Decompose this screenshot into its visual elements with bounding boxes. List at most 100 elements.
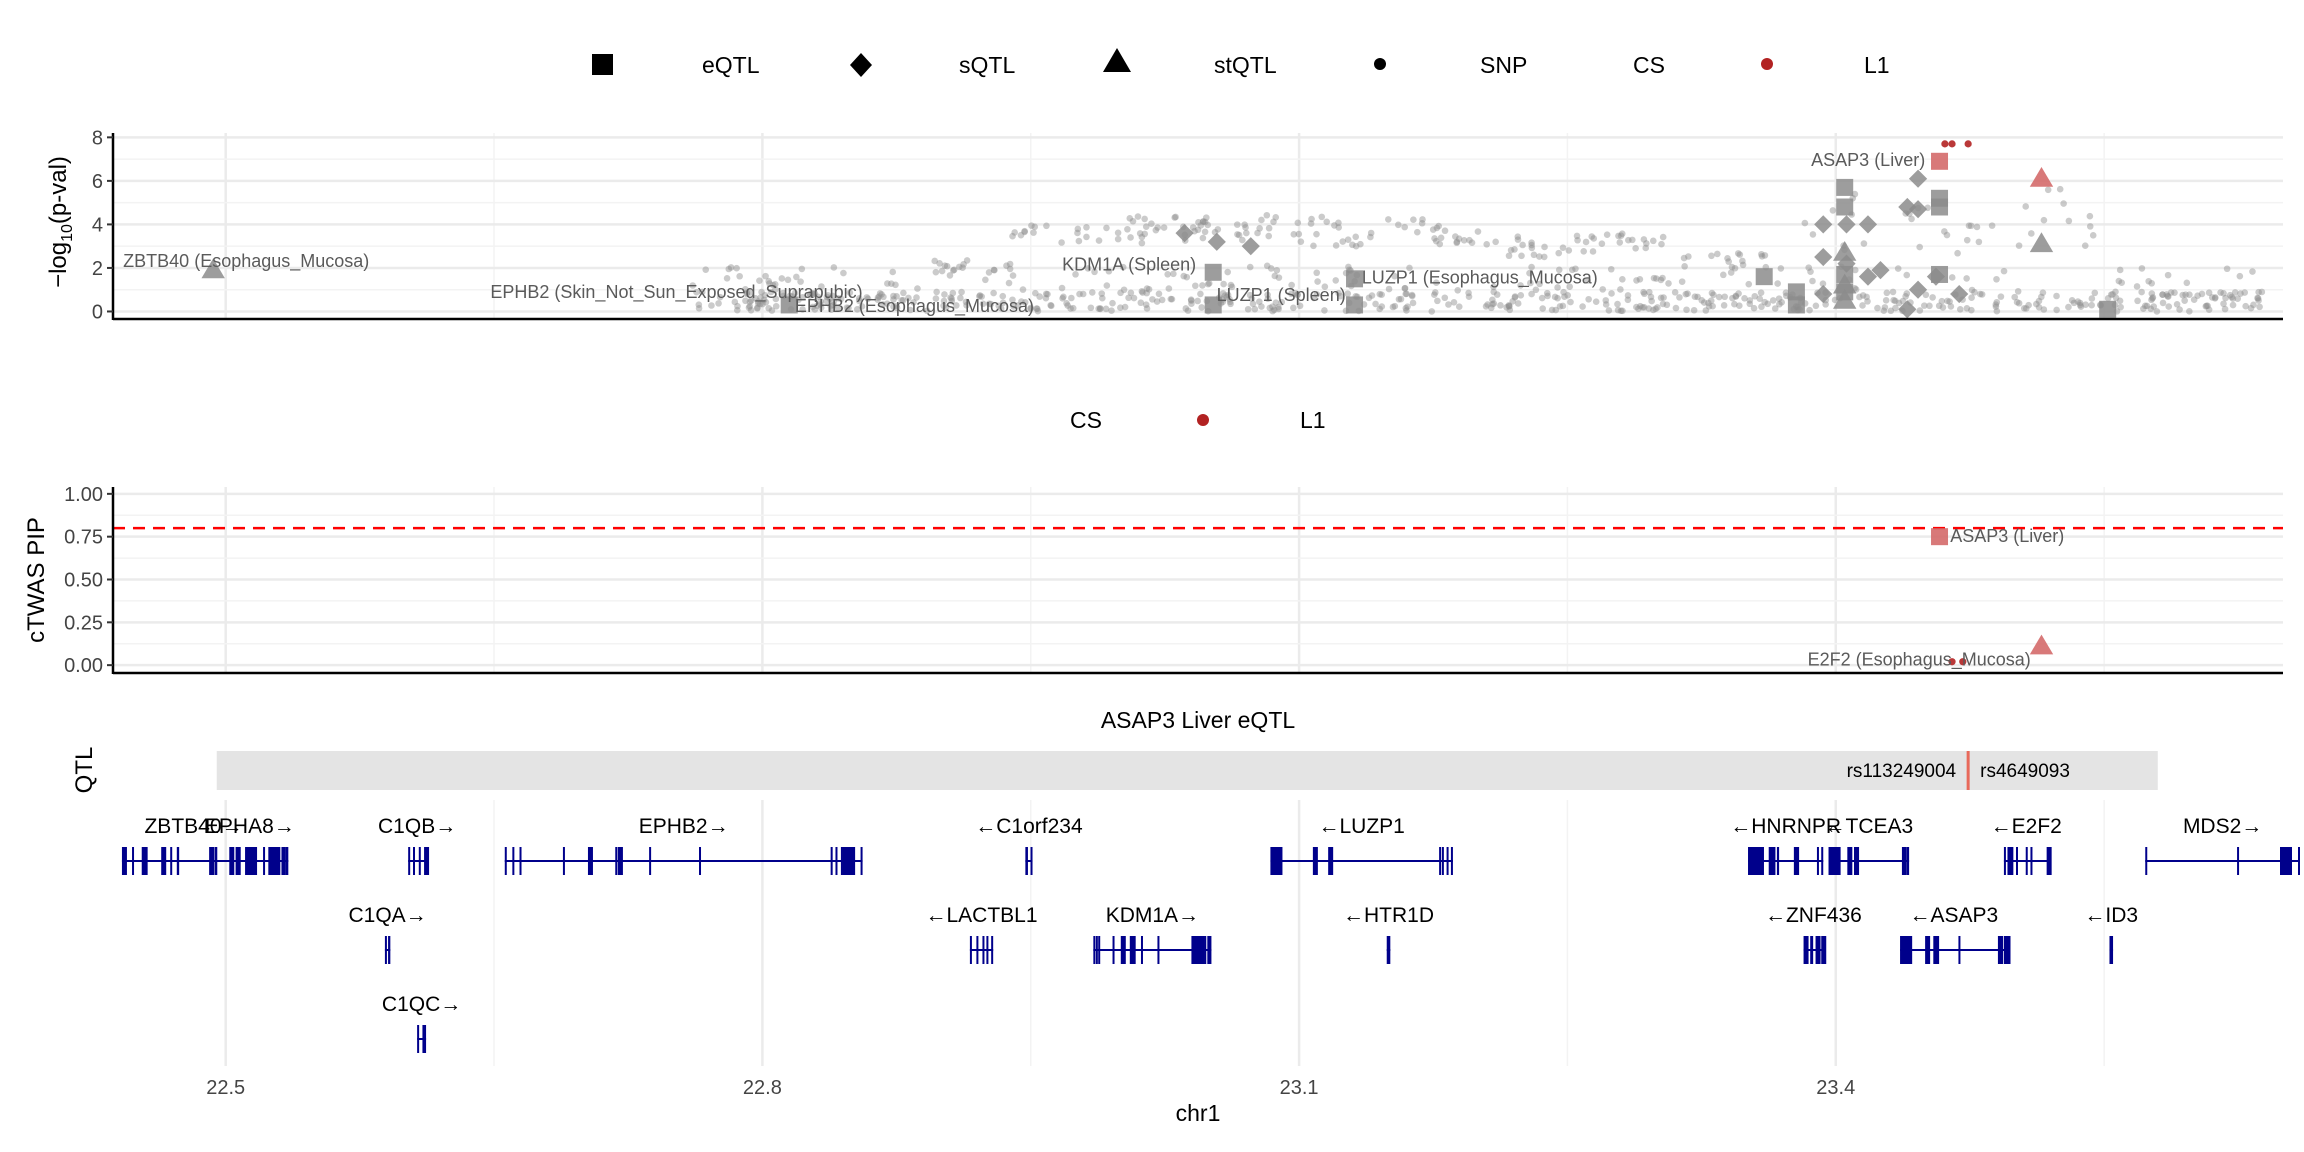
gene-track-grid xyxy=(224,800,2105,1066)
snp-point xyxy=(1404,303,1411,310)
snp-point xyxy=(1616,239,1624,246)
snp-point xyxy=(1256,225,1263,232)
snp-point xyxy=(1708,252,1715,260)
eqtl-square-point xyxy=(1836,198,1854,216)
gene-exon xyxy=(1441,847,1444,875)
gene-label: ←TCEA3 xyxy=(1825,815,1914,838)
snp-point xyxy=(1967,222,1975,230)
snp-point xyxy=(742,297,749,305)
snp-point xyxy=(1658,240,1665,248)
snp-point xyxy=(2194,292,2201,299)
snp-point xyxy=(745,304,753,311)
snp-point xyxy=(1505,252,1513,260)
snp-point xyxy=(1672,304,1680,312)
snp-point xyxy=(1143,289,1150,297)
gene-exon xyxy=(1925,936,1931,964)
snp-point xyxy=(1943,231,1951,239)
snp-point xyxy=(1455,303,1463,310)
snp-point xyxy=(1725,258,1732,265)
gene-exon xyxy=(235,847,238,875)
snp-point xyxy=(784,276,792,284)
snp-point xyxy=(1963,236,1971,244)
snp-point xyxy=(1903,290,1911,297)
snp-point xyxy=(933,288,940,296)
snp-point xyxy=(1874,304,1881,312)
snp-point xyxy=(855,297,863,305)
snp-point xyxy=(2109,291,2116,298)
y-tick-label: 0 xyxy=(92,301,103,323)
snp-point xyxy=(1184,307,1192,314)
snp-point xyxy=(1506,302,1513,310)
snp-point xyxy=(1887,307,1895,315)
snp-point xyxy=(731,298,739,306)
snp-point xyxy=(1357,240,1364,248)
snp-point xyxy=(748,297,755,304)
gene-exon xyxy=(1901,847,1904,875)
snp-point xyxy=(1192,282,1199,290)
snp-point xyxy=(1997,293,2005,300)
snp-point xyxy=(2150,303,2158,310)
snp-point xyxy=(1406,264,1413,272)
snp-point xyxy=(1419,216,1426,223)
snp-point xyxy=(950,266,958,274)
gene-exon-cluster xyxy=(1900,936,1913,964)
snp-point xyxy=(2038,293,2045,301)
snp-point xyxy=(2173,300,2181,308)
snp-point xyxy=(1526,269,1533,277)
snp-point xyxy=(1048,302,1055,310)
gene-exon xyxy=(860,847,863,875)
point-annotation: E2F2 (Esophagus_Mucosa) xyxy=(1808,649,2031,670)
snp-point xyxy=(1992,301,2000,308)
pval-annotations: ZBTB40 (Esophagus_Mucosa) EPHB2 (Skin_Not… xyxy=(123,150,1925,317)
snp-point xyxy=(1602,301,1610,308)
snp-point xyxy=(754,305,761,312)
sqtl-diamond-point xyxy=(1926,267,1946,286)
snp-point xyxy=(1714,250,1721,258)
snp-point xyxy=(1047,301,1054,309)
snp-point xyxy=(1859,292,1867,299)
snp-point xyxy=(1541,243,1548,251)
snp-point xyxy=(1807,268,1814,275)
snp-point xyxy=(1127,234,1134,241)
snp-point xyxy=(1278,298,1286,306)
snp-point xyxy=(1431,291,1438,298)
snp-point xyxy=(2117,303,2124,311)
snp-point xyxy=(1509,298,1516,305)
snp-point xyxy=(1323,218,1331,226)
gene-exon xyxy=(176,847,179,875)
snp-point xyxy=(791,289,799,297)
gene-exon xyxy=(1997,936,2000,964)
gene-exon xyxy=(835,847,838,875)
snp-point xyxy=(1466,236,1473,244)
snp-point xyxy=(1776,300,1783,308)
snp-point xyxy=(1117,289,1124,297)
pval-panel: ZBTB40 (Esophagus_Mucosa) EPHB2 (Skin_Not… xyxy=(45,127,2283,323)
snp-point xyxy=(837,295,845,303)
snp-point xyxy=(1514,236,1522,243)
snp-point xyxy=(2134,297,2141,305)
snp-point xyxy=(2211,294,2219,301)
gene-c1qc: C1QC→ xyxy=(382,993,461,1053)
snp-point xyxy=(946,272,954,279)
snp-point xyxy=(880,293,887,301)
gene-track-panel: ASAP3 Liver eQTL QTL rs113249004 rs46490… xyxy=(71,707,2300,1126)
snp-point xyxy=(1956,306,1964,313)
snp-point xyxy=(1640,236,1648,243)
snp-point xyxy=(2149,294,2157,301)
snp-point xyxy=(1019,286,1027,293)
snp-point xyxy=(1076,290,1083,298)
gene-exon xyxy=(1112,936,1115,964)
snp-point xyxy=(923,307,931,315)
snp-point xyxy=(817,304,825,311)
snp-point xyxy=(876,290,884,297)
snp-point xyxy=(1698,296,1706,304)
gene-exon xyxy=(141,847,144,875)
snp-point xyxy=(1505,301,1513,309)
gene-exon xyxy=(2046,847,2052,875)
snp-point xyxy=(1153,298,1161,305)
snp-point xyxy=(1197,290,1204,298)
snp-point xyxy=(2107,291,2115,298)
snp-point xyxy=(742,286,749,293)
snp-point xyxy=(2116,266,2124,274)
gene-exon xyxy=(1815,936,1821,964)
